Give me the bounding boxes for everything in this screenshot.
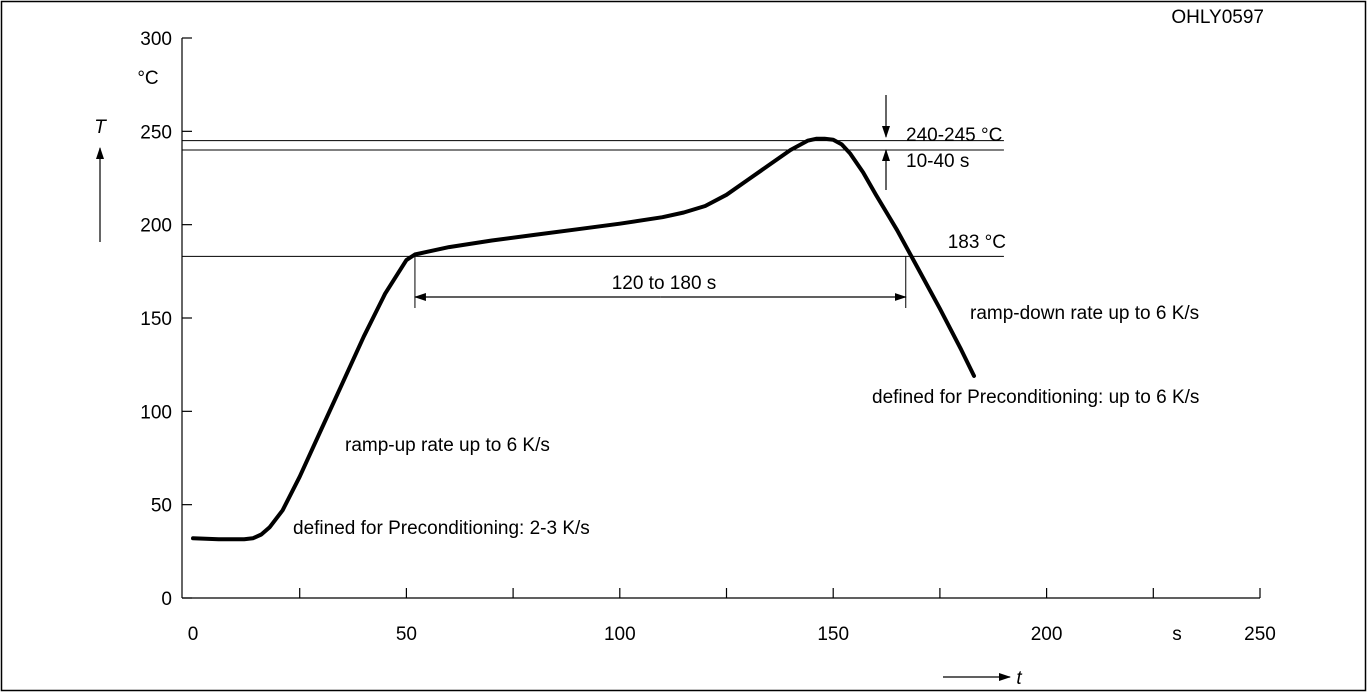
x-tick-label: 250 — [1244, 624, 1276, 645]
ramp-down-label: ramp-down rate up to 6 K/s — [970, 303, 1199, 324]
x-axis-label: t — [1016, 668, 1022, 689]
x-tick-label: 150 — [817, 624, 849, 645]
x-ticks: 0 50 100 150 200 250 — [188, 588, 1276, 645]
x-tick-label: 100 — [604, 624, 636, 645]
y-tick-label: 300 — [140, 29, 172, 50]
duration-label: 120 to 180 s — [612, 273, 717, 294]
x-tick-label: 50 — [396, 624, 417, 645]
x-axis-unit: s — [1172, 624, 1182, 645]
y-axis-unit: °C — [137, 68, 158, 89]
ramp-up-label: ramp-up rate up to 6 K/s — [345, 435, 550, 456]
y-tick-label: 250 — [140, 122, 172, 143]
reference-lines — [182, 140, 1004, 257]
y-tick-label: 150 — [140, 309, 172, 330]
ramp-down-precond-label: defined for Preconditioning: up to 6 K/s — [872, 387, 1199, 408]
peak-time-label: 10-40 s — [906, 151, 969, 172]
peak-temp-label: 240-245 °C — [906, 125, 1002, 146]
ramp-up-precond-label: defined for Preconditioning: 2-3 K/s — [293, 518, 590, 539]
x-minor-ticks — [299, 588, 1154, 598]
y-ticks: 0 50 100 150 200 250 300 — [140, 29, 192, 610]
x-tick-label: 0 — [188, 624, 199, 645]
y-tick-label: 100 — [140, 402, 172, 423]
figure-id: OHLY0597 — [1171, 7, 1264, 28]
y-tick-label: 200 — [140, 216, 172, 237]
liquidus-label: 183 °C — [948, 232, 1006, 253]
x-tick-label: 200 — [1031, 624, 1063, 645]
y-axis-label: T — [94, 117, 107, 138]
y-tick-label: 0 — [161, 589, 172, 610]
y-tick-label: 50 — [151, 496, 172, 517]
temperature-curve — [191, 136, 976, 542]
